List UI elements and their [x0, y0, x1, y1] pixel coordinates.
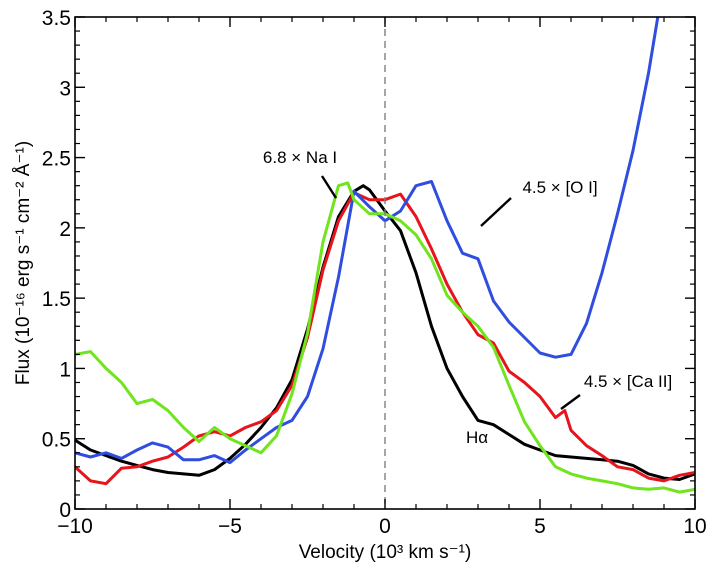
y-tick-label: 3.5	[42, 7, 71, 30]
annotation-h-label: Hα	[466, 428, 488, 447]
y-tick-label: 1	[59, 358, 71, 381]
y-tick-label: 2	[59, 218, 71, 241]
x-tick-label: −10	[57, 515, 93, 538]
y-tick-label: 3	[59, 77, 71, 100]
series-layer	[75, 17, 695, 494]
annotation-4-5-ca-ii-pointer	[560, 394, 581, 410]
annotation-4-5-o-i-pointer	[480, 197, 512, 227]
y-tick-label: 0	[59, 499, 71, 522]
annotations: 6.8 × Na I 4.5 × [O I] 4.5 × [Ca II] Hα	[263, 148, 672, 447]
x-tick-label: 5	[534, 515, 546, 538]
annotation-4-5-ca-ii-label: 4.5 × [Ca II]	[584, 372, 672, 391]
y-tick-label: 2.5	[42, 148, 71, 171]
series-line-6-8-na-i	[75, 181, 695, 494]
y-tick-label: 0.5	[42, 429, 71, 452]
annotation-6-8-na-i-label: 6.8 × Na I	[263, 148, 337, 167]
annotation-6-8-na-i-pointer	[320, 175, 338, 199]
annotation-4-5-o-i-label: 4.5 × [O I]	[522, 178, 597, 197]
x-tick-label: 10	[683, 515, 706, 538]
x-tick-label: −5	[218, 515, 242, 538]
series-line-4-5-o-i	[75, 17, 660, 465]
y-tick-label: 1.5	[42, 288, 71, 311]
y-axis-title: Flux (10⁻¹⁶ erg s⁻¹ cm⁻² Å⁻¹)	[13, 141, 34, 385]
x-axis-title: Velocity (10³ km s⁻¹)	[299, 542, 472, 563]
axis-ticks: −10 −5 0 5 10 0 0.5 1 1.5 2 2.5 3 3.5	[42, 7, 707, 538]
series-line-4-5-ca-ii	[75, 191, 695, 486]
x-tick-label: 0	[379, 515, 391, 538]
